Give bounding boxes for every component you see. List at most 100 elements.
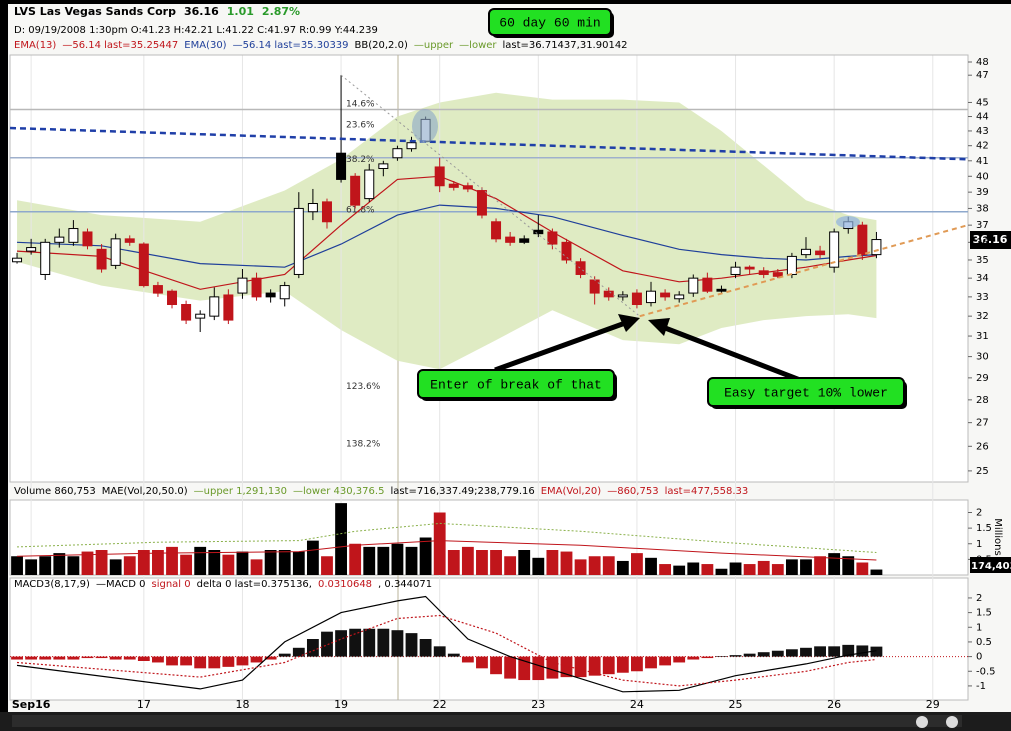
legend-item: Volume 860,753 [14, 486, 96, 497]
y-tick-label: 1.5 [976, 608, 992, 619]
histogram-bar [546, 656, 559, 679]
fib-label: 14.6% [346, 99, 375, 109]
candle-body [336, 152, 347, 180]
candle-body [364, 169, 375, 200]
candle-body [815, 250, 826, 256]
histogram-bar [81, 656, 94, 659]
histogram-bar [222, 656, 235, 667]
candle-body [857, 224, 868, 256]
volume-bar [39, 556, 52, 575]
y-tick-label: 0 [976, 652, 982, 663]
y-axis-label: Millions [992, 518, 1003, 555]
volume-bar [419, 537, 432, 575]
volume-bar [800, 559, 812, 575]
histogram-bar [11, 656, 23, 660]
volume-bar [25, 559, 38, 575]
annotation: Enter of break of that [430, 377, 602, 392]
histogram-bar [137, 656, 150, 661]
histogram-bar [349, 628, 362, 657]
y-tick-label: 40 [976, 171, 989, 182]
volume-bar [123, 556, 136, 575]
annotation-box [417, 369, 615, 399]
candle-body [434, 166, 445, 187]
volume-bar [377, 546, 390, 575]
volume-bar [504, 556, 517, 575]
legend-item: last=36.71437,31.90142 [503, 40, 628, 51]
histogram-bar [476, 656, 488, 669]
zoom-out-button[interactable] [946, 716, 958, 728]
volume-bar [137, 550, 150, 575]
histogram-bar [842, 644, 855, 657]
histogram-bar [25, 656, 38, 660]
arrow-head [648, 318, 670, 336]
y-tick-label: 41 [976, 156, 989, 167]
volume-bar [250, 559, 263, 575]
candle-body [730, 266, 741, 275]
histogram-bar [321, 631, 333, 657]
volume-line [16, 522, 877, 553]
volume-bar [461, 546, 474, 575]
histogram-bar [363, 628, 376, 657]
volume-bar [645, 557, 657, 575]
zoom-in-button[interactable] [916, 716, 928, 728]
volume-bar [194, 546, 207, 575]
candle-body [82, 231, 93, 247]
volume-bar [278, 550, 291, 575]
y-tick-label: 29 [976, 373, 989, 384]
volume-bar [391, 543, 404, 575]
volume-line [16, 540, 877, 561]
legend-item: MAE(Vol,20,50.0) [102, 486, 188, 497]
candle-body [54, 236, 65, 243]
candle-body [688, 277, 699, 294]
histogram-bar [602, 656, 615, 675]
legend-item: 0.0310648 [318, 579, 372, 590]
trendline [639, 224, 969, 318]
histogram-bar [870, 646, 883, 657]
histogram-bar [377, 628, 390, 657]
legend-item: delta 0 last=0.375136, [197, 579, 312, 590]
histogram-bar [757, 652, 770, 657]
volume-bar [701, 564, 714, 575]
volume-bar [631, 553, 643, 575]
histogram-bar [715, 656, 728, 657]
volume-bar [363, 546, 376, 575]
histogram-bar [532, 656, 545, 681]
candle-body [223, 294, 234, 321]
volume-bar [11, 556, 23, 575]
header: LVS Las Vegas Sands Corp 36.16 1.01 2.87… [14, 5, 378, 36]
y-tick-label: 47 [976, 70, 989, 81]
x-tick-label: Sep16 [12, 698, 51, 711]
histogram-bar [447, 653, 460, 657]
volume-bar [81, 551, 94, 575]
x-tick-label: 29 [926, 698, 940, 711]
candle-body [786, 255, 797, 275]
candle-body [167, 290, 178, 306]
volume-bar [236, 551, 249, 575]
histogram-bar [659, 656, 672, 666]
histogram-bar [588, 656, 601, 676]
histogram-bar [743, 653, 756, 657]
y-tick-label: 30 [976, 352, 989, 363]
candle-body [758, 270, 769, 275]
candle-body [631, 292, 642, 306]
legend-item: last=477,558.33 [665, 486, 749, 497]
histogram-bar [95, 656, 108, 659]
last-price-box [970, 231, 1011, 249]
candle-body [209, 296, 220, 317]
candle-body [279, 285, 290, 300]
candle-body [589, 279, 600, 294]
y-tick-label: 31 [976, 331, 989, 342]
volume-bar [659, 564, 672, 575]
volume-bar [687, 562, 700, 575]
legend-item: —MACD 0 [96, 579, 146, 590]
annotation-box [707, 377, 905, 407]
volume-bar [335, 503, 347, 575]
histogram-bar [236, 656, 249, 666]
candle-body [265, 292, 276, 298]
candle-body [68, 228, 79, 243]
scrollbar[interactable] [12, 715, 962, 727]
y-tick-label: 1 [976, 539, 982, 550]
volume-bar [264, 550, 277, 575]
volume-bar [306, 540, 319, 575]
